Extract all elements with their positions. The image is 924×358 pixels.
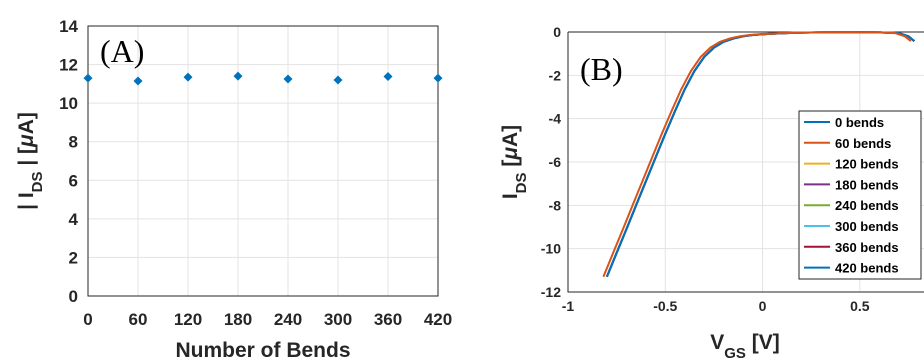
panel-b-y-tick-label: -6 — [549, 154, 562, 170]
panel-b-x-tick-label: 0.5 — [850, 298, 870, 314]
legend-entry: 420 bends — [835, 261, 899, 276]
data-point — [133, 76, 143, 86]
series-line-60-bends — [602, 31, 912, 278]
panel-a: 0 60 120 180 240 300 360 420 0 2 4 6 8 10 12 14 (A) Nu… — [15, 17, 452, 358]
panel-a-x-axis-label: Number of Bends — [175, 339, 350, 358]
panel-a-y-tick-label: 8 — [69, 133, 78, 152]
legend-entry: 120 bends — [835, 157, 899, 172]
panel-b-y-axis-label: IDS [μA] — [499, 125, 530, 199]
panel-b-x-axis-label: VGS [V] — [710, 331, 780, 358]
panel-a-x-tick-label: 120 — [174, 310, 202, 329]
data-point — [433, 73, 443, 83]
legend-entry: 360 bends — [835, 240, 899, 255]
panel-b: -1 -0.5 0 0.5 0 -2 -4 -6 -8 -10 -12 (B) VGS [V] I… — [499, 24, 924, 358]
panel-a-label: (A) — [100, 33, 144, 69]
panel-a-y-tick-label: 0 — [69, 287, 78, 306]
panel-a-x-tick-label: 240 — [274, 310, 302, 329]
panel-a-x-tick-label: 0 — [83, 310, 92, 329]
panel-b-axes — [567, 32, 924, 293]
panel-a-x-tick-label: 60 — [129, 310, 148, 329]
panel-b-y-tick-label: -12 — [541, 284, 561, 300]
panel-b-legend: 0 bends 60 bends 120 bends 180 bends 240 ben… — [798, 110, 922, 280]
data-point — [383, 72, 393, 82]
panel-a-y-tick-label: 6 — [69, 171, 78, 190]
legend-box — [798, 110, 922, 280]
data-point — [83, 73, 93, 83]
legend-entry: 300 bends — [835, 219, 899, 234]
legend-entry: 240 bends — [835, 198, 899, 213]
legend-entry: 180 bends — [835, 177, 899, 192]
data-point — [233, 71, 243, 81]
panel-a-y-tick-label: 2 — [69, 248, 78, 267]
panel-a-y-tick-label: 14 — [59, 17, 78, 36]
panel-a-axes-box — [87, 25, 439, 297]
panel-b-x-tick-label: -1 — [562, 298, 575, 314]
panel-b-y-tick-label: -8 — [549, 197, 562, 213]
panel-a-y-axis-label: | IDS | [μA] — [15, 112, 46, 210]
data-point — [283, 74, 293, 84]
legend-entry: 60 bends — [835, 136, 891, 151]
data-point — [333, 75, 343, 85]
panel-b-y-tick-label: 0 — [553, 24, 561, 40]
panel-b-x-tick-label: 0 — [759, 298, 767, 314]
panel-a-x-tick-label: 420 — [424, 310, 452, 329]
panel-a-x-tick-label: 300 — [324, 310, 352, 329]
panel-a-x-tick-label: 180 — [224, 310, 252, 329]
panel-a-y-tick-label: 10 — [59, 94, 78, 113]
data-point — [183, 72, 193, 82]
panel-b-x-tick-label: -0.5 — [653, 298, 677, 314]
legend-entry: 0 bends — [835, 115, 884, 130]
panel-b-label: (B) — [580, 51, 623, 87]
panel-a-y-tick-label: 12 — [59, 56, 78, 75]
panel-b-y-tick-label: -2 — [549, 67, 562, 83]
panel-b-y-tick-label: -4 — [549, 111, 562, 127]
panel-a-x-tick-label: 360 — [374, 310, 402, 329]
panel-b-y-tick-label: -10 — [541, 241, 561, 257]
panel-a-y-tick-label: 4 — [69, 210, 79, 229]
